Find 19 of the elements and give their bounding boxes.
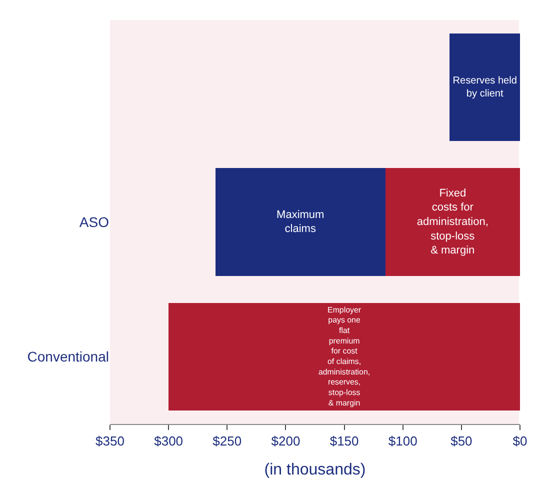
data-label: Fixed costs for administration, stop-loss & margin [416,187,488,257]
bar [215,168,386,276]
x-axis-title: (in thousands) [264,461,366,478]
x-tick-label: $100 [388,434,418,449]
text: Employer pays one flat premium for cost of claims, administration, reserves, stop-loss & margin [318,305,370,408]
x-tick-label: $300 [154,434,184,449]
data-label: Maximum claims [276,208,324,236]
y-tick-label: Conventional [27,348,109,365]
data-label: Reserves held by client [452,76,517,100]
x-tick-label: $250 [212,434,242,449]
x-tick-label: $50 [450,434,472,449]
x-tick-label: $0 [512,434,528,449]
x-tick-label: $200 [271,434,300,449]
bar [385,168,520,276]
y-tick-label: ASO [79,214,110,230]
bar [168,302,520,411]
bar [450,33,520,142]
x-tick-label: $350 [96,434,124,449]
x-tick-label: $150 [330,434,359,449]
